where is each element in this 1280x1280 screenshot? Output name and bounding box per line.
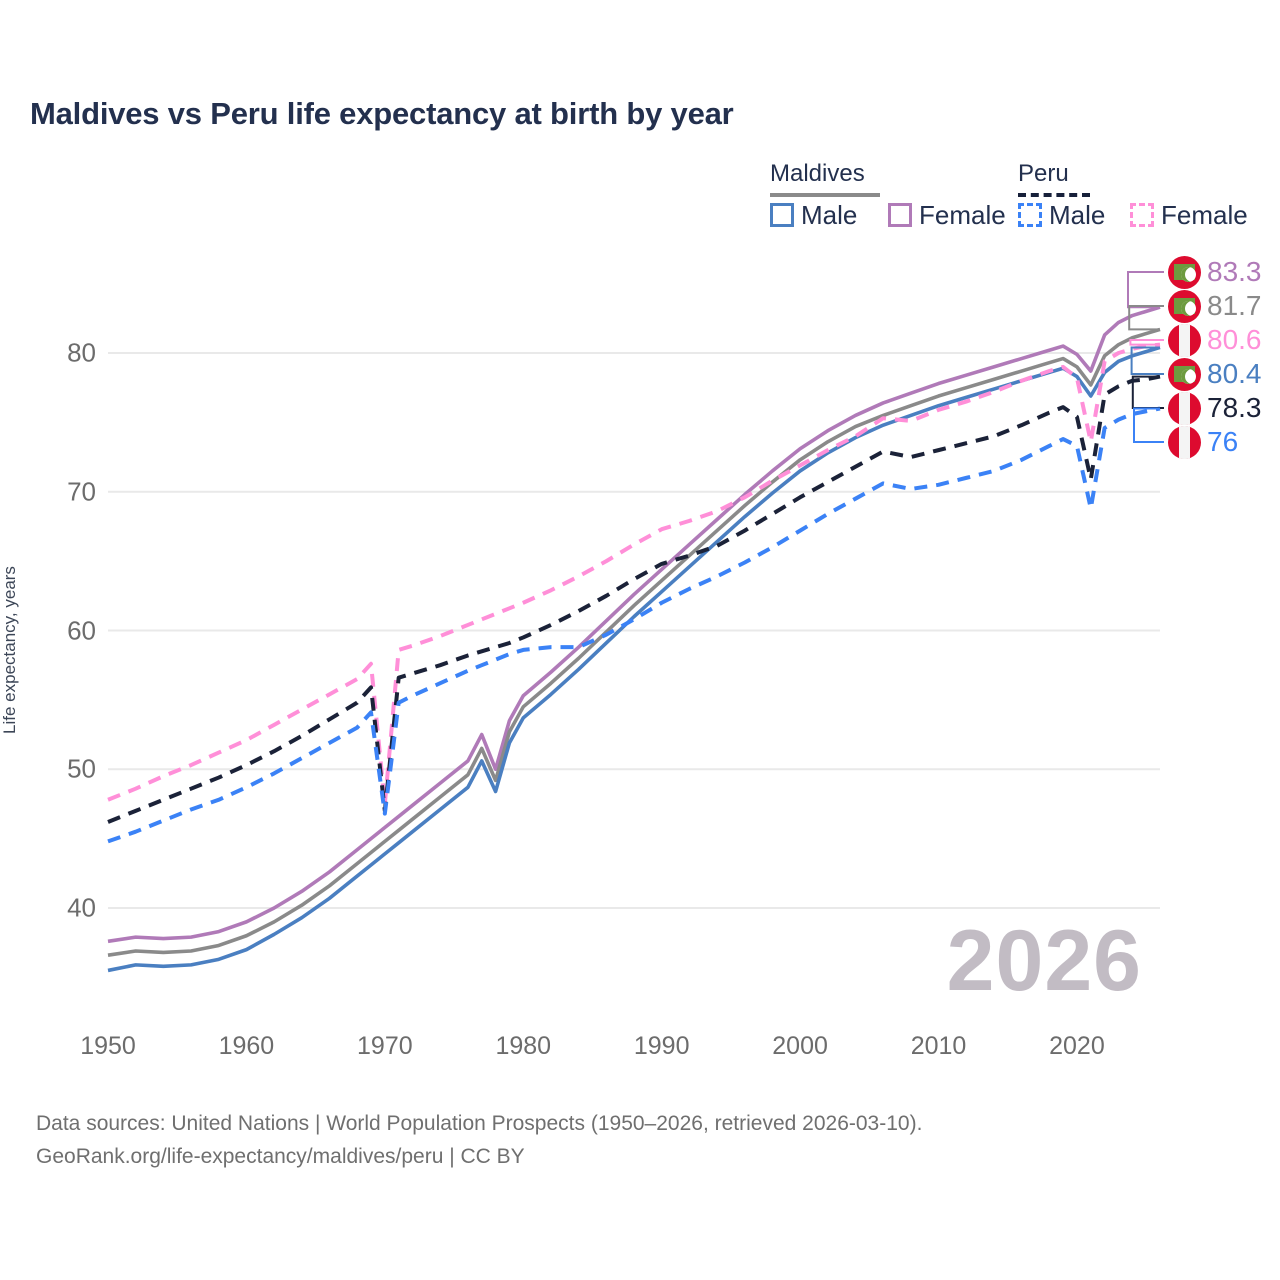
series-line: [107, 342, 1161, 806]
series-end-value: 80.4: [1207, 358, 1262, 389]
footer-line-1: Data sources: United Nations | World Pop…: [36, 1112, 923, 1135]
x-axis-tick-label: 1990: [633, 1032, 690, 1060]
series-end-label: 76: [1168, 425, 1238, 459]
legend-swatch-icon: [1018, 203, 1042, 227]
legend-swatch-icon: [770, 203, 794, 227]
series-end-label: 80.6: [1168, 323, 1262, 357]
y-axis-title: Life expectancy, years: [0, 566, 19, 734]
legend-swatch-icon: [1130, 203, 1154, 227]
legend-item-maldives-female[interactable]: Female: [888, 202, 1006, 228]
legend-item-maldives-male[interactable]: Male: [770, 202, 857, 228]
crescent-icon: [1181, 301, 1197, 317]
footer-line-2[interactable]: GeoRank.org/life-expectancy/maldives/per…: [36, 1144, 525, 1168]
x-axis-tick-label: 2010: [910, 1032, 967, 1060]
series-end-value: 80.6: [1207, 324, 1262, 355]
page-title: Maldives vs Peru life expectancy at birt…: [30, 96, 734, 131]
series-end-value: 78.3: [1207, 392, 1262, 423]
series-line: [107, 406, 1161, 844]
end-label-connector: [1129, 339, 1164, 346]
footer-credits: Data sources: United Nations | World Pop…: [36, 1108, 922, 1173]
y-axis-tick-label: 70: [67, 476, 96, 507]
legend-group-peru: Peru: [1018, 160, 1069, 187]
legend-item-label: Female: [1161, 200, 1248, 230]
x-axis-tick-label: 1970: [357, 1032, 413, 1060]
legend-swatch-icon: [888, 203, 912, 227]
y-axis-tick-label: 60: [67, 615, 96, 645]
series-end-label: 78.3: [1168, 391, 1262, 425]
maldives-flag-icon: [1168, 255, 1201, 289]
legend-item-peru-male[interactable]: Male: [1018, 202, 1105, 228]
end-label-connector: [1130, 346, 1164, 375]
x-axis-tick-label: 2000: [772, 1032, 828, 1060]
legend-rule-peru: [1018, 193, 1090, 197]
legend-item-label: Male: [801, 200, 858, 230]
maldives-flag-icon: [1168, 357, 1201, 391]
peru-flag-icon: [1168, 391, 1201, 425]
end-label-connector: [1128, 305, 1164, 331]
legend-item-label: Female: [919, 200, 1006, 230]
end-label-connector: [1127, 271, 1164, 309]
x-axis-tick-label: 1960: [218, 1032, 275, 1060]
year-watermark: 2026: [946, 913, 1142, 1009]
y-axis-tick-label: 50: [67, 753, 96, 784]
legend-item-label: Male: [1049, 200, 1106, 230]
end-label-connector: [1133, 407, 1164, 443]
x-axis-tick-label: 2020: [1049, 1032, 1105, 1060]
chart-legend: Maldives Peru Male Female Male Female: [760, 160, 1260, 240]
series-line: [107, 305, 1161, 944]
legend-item-peru-female[interactable]: Female: [1130, 202, 1248, 228]
maldives-flag-icon: [1168, 289, 1201, 323]
series-end-value: 81.7: [1207, 290, 1262, 321]
y-axis-tick-label: 40: [67, 892, 96, 923]
series-end-label: 83.3: [1168, 255, 1262, 289]
legend-group-maldives: Maldives: [770, 160, 865, 187]
series-end-label: 81.7: [1168, 289, 1262, 323]
legend-rule-maldives: [770, 193, 880, 197]
series-end-value: 76: [1207, 426, 1239, 457]
y-axis-tick-label: 80: [67, 337, 96, 368]
crescent-icon: [1181, 267, 1197, 283]
peru-flag-icon: [1168, 323, 1201, 357]
series-end-value: 83.3: [1207, 256, 1262, 287]
x-axis-tick-label: 1980: [495, 1032, 552, 1060]
x-axis-tick-label: 1950: [80, 1032, 136, 1060]
peru-flag-icon: [1168, 425, 1201, 459]
series-end-label: 80.4: [1168, 357, 1262, 391]
series-line: [107, 345, 1161, 973]
series-end-labels: 83.3 81.7 80.6 80.4 78.3 76: [1168, 255, 1280, 475]
series-line: [107, 327, 1161, 957]
series-line: [107, 374, 1161, 824]
crescent-icon: [1181, 369, 1197, 385]
